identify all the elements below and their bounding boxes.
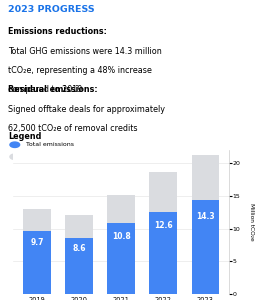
Bar [107,223,135,294]
Text: Legend: Legend [8,132,41,141]
Text: 12.6: 12.6 [154,221,172,230]
Text: 14.3: 14.3 [196,212,214,220]
Bar [192,155,219,294]
Bar [150,212,177,294]
Bar [23,230,51,294]
Text: Total GHG emissions were 14.3 million: Total GHG emissions were 14.3 million [8,46,162,56]
Bar [107,194,135,294]
Text: 2023 PROGRESS: 2023 PROGRESS [8,4,95,14]
Text: Signed offtake deals for approximately: Signed offtake deals for approximately [8,105,165,114]
Bar [192,200,219,294]
Bar [65,238,93,294]
Text: Residual emissions:: Residual emissions: [8,85,98,94]
Bar [23,209,51,294]
Text: 9.7: 9.7 [30,238,44,247]
Y-axis label: Million tCO₂e: Million tCO₂e [249,203,254,241]
Text: tCO₂e, representing a 48% increase: tCO₂e, representing a 48% increase [8,66,152,75]
Text: 10.8: 10.8 [112,232,130,241]
Circle shape [10,154,20,159]
Text: Business as usual footprint in absence of PPAs: Business as usual footprint in absence o… [26,154,171,159]
Text: Emissions reductions:: Emissions reductions: [8,27,107,36]
Bar [150,172,177,294]
Text: 62,500 tCO₂e of removal credits: 62,500 tCO₂e of removal credits [8,124,137,134]
Bar [65,215,93,294]
Circle shape [10,142,20,147]
Text: compared to 2019: compared to 2019 [8,85,82,94]
Text: Total emissions: Total emissions [26,142,73,147]
Text: 8.6: 8.6 [72,244,86,253]
